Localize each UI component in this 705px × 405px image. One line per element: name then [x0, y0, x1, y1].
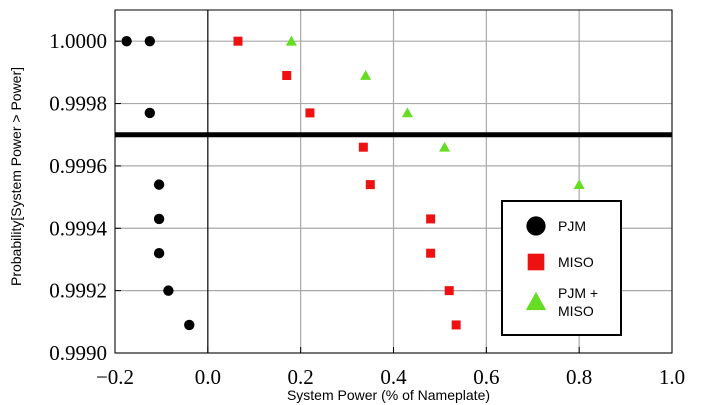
x-tick-label: −0.2 — [96, 365, 134, 389]
y-tick-label: 0.9998 — [49, 92, 107, 116]
x-tick-label: 0.6 — [473, 365, 499, 389]
miso-point — [444, 286, 454, 296]
legend-label: MISO — [558, 303, 594, 319]
pjm-point — [144, 107, 156, 119]
pjm-miso-point — [401, 107, 413, 118]
pjm-point — [153, 248, 165, 259]
miso-point — [426, 248, 436, 258]
pjm-miso-point — [285, 35, 297, 46]
y-tick-label: 0.9994 — [49, 216, 107, 240]
pjm-point — [184, 319, 195, 331]
legend-items: PJM MISO PJM + MISO — [525, 216, 598, 319]
legend-label: PJM + — [558, 285, 598, 301]
x-tick-label: 0.8 — [566, 365, 592, 389]
pjm-miso-point — [439, 141, 451, 152]
y-tick-label: 0.9992 — [49, 279, 107, 303]
legend-marker-3 — [525, 291, 547, 311]
miso-point — [365, 180, 375, 190]
x-tick-labels: −0.2 0.0 0.2 0.4 0.6 0.8 1.0 — [96, 365, 685, 389]
miso-point — [426, 214, 436, 224]
pjm-point — [153, 213, 165, 225]
pjm-miso-point — [360, 69, 372, 80]
miso-point — [233, 36, 243, 46]
legend-marker-2 — [527, 253, 545, 271]
legend: PJM MISO PJM + MISO — [501, 200, 622, 336]
pjm-miso-point — [573, 179, 585, 190]
x-tick-label: 0.0 — [195, 365, 221, 389]
y-tick-label: 1.0000 — [49, 29, 107, 53]
data-points — [121, 35, 585, 331]
x-tick-label: 0.2 — [288, 365, 314, 389]
legend-label: MISO — [558, 254, 594, 270]
x-axis-title: System Power (% of Nameplate) — [287, 387, 490, 403]
legend-marker-1 — [526, 216, 546, 236]
pjm-point — [144, 35, 156, 47]
legend-label: PJM — [558, 218, 586, 234]
x-tick-label: 0.4 — [380, 365, 407, 389]
plot-frame — [114, 9, 673, 354]
legend-box — [501, 200, 622, 336]
pjm-point — [121, 35, 132, 47]
y-tick-label: 0.9990 — [49, 341, 107, 365]
y-tick-label: 0.9996 — [49, 154, 107, 178]
pjm-point — [153, 179, 165, 190]
miso-point — [305, 108, 315, 118]
y-axis-title: Probability[System Power > Power] — [8, 67, 24, 286]
pjm-point — [163, 285, 174, 296]
y-tick-labels: 0.9990 0.9992 0.9994 0.9996 0.9998 1.0000 — [49, 29, 107, 365]
x-tick-label: 1.0 — [659, 365, 685, 389]
miso-point — [451, 320, 461, 330]
miso-point — [358, 142, 368, 152]
miso-point — [282, 70, 292, 80]
